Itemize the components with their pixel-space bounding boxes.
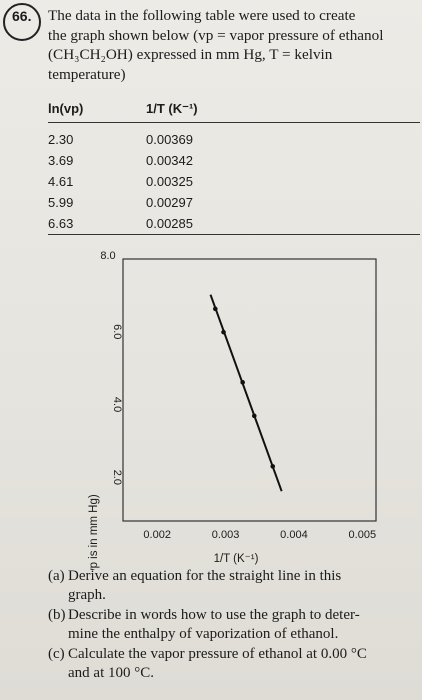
fit-line: [209, 294, 283, 492]
part-line: and at 100 °C.: [68, 665, 154, 681]
intro-line: temperature): [48, 65, 126, 83]
part-line: Calculate the vapor pressure of ethanol …: [68, 646, 367, 662]
question-number: 66.: [12, 8, 32, 24]
y-tick-label: 8.0: [100, 250, 115, 262]
intro-line: the graph shown below (vp = vapor pressu…: [48, 26, 384, 44]
data-point: [221, 329, 226, 335]
table-cell: 0.00342: [146, 153, 193, 168]
table-cell: 4.61: [48, 174, 74, 189]
x-axis-label-text: 1/T (K⁻¹): [214, 553, 259, 565]
y-axis-label: ln vp (where vp is in mm Hg): [88, 494, 100, 570]
part-line: Derive an equation for the straight line…: [68, 568, 342, 584]
vapor-pressure-graph: 8.0 6.0 4.0 2.0 0.002 0.003 0.004 0.005 ln vp (…: [88, 250, 377, 570]
y-tick-label: 2.0: [111, 470, 123, 485]
x-tick-label: 0.005: [349, 529, 377, 541]
intro-line: The data in the following table were use…: [48, 7, 356, 24]
y-tick-label: 6.0: [111, 324, 123, 339]
question-number-circle: [3, 3, 41, 41]
x-tick-label: 0.003: [212, 529, 240, 541]
data-point: [251, 413, 257, 419]
table-header-inverse-t: 1/T (K⁻¹): [146, 101, 198, 116]
part-line: graph.: [68, 587, 106, 603]
question-parts: (a) Derive an equation for the straight …: [48, 567, 420, 684]
table-cell: 0.00325: [146, 174, 193, 189]
table-header-rule: [48, 122, 420, 123]
part-a: (a) Derive an equation for the straight …: [48, 567, 420, 605]
x-axis-label: 1/T (K⁻¹): [214, 553, 259, 565]
table-cell: 0.00285: [146, 216, 193, 231]
table-header-lnvp: ln(vp): [48, 101, 84, 116]
table-bottom-rule: [48, 234, 420, 235]
x-tick-label: 0.002: [143, 529, 171, 541]
part-line: Describe in words how to use the graph t…: [68, 607, 360, 623]
y-tick-label: 4.0: [111, 397, 123, 412]
part-b: (b) Describe in words how to use the gra…: [48, 606, 420, 644]
data-point: [240, 380, 245, 385]
part-label: (a): [48, 568, 65, 584]
data-point: [213, 306, 218, 312]
table-cell: 3.69: [48, 153, 74, 168]
data-point: [270, 464, 276, 469]
table-cell: 0.00369: [146, 132, 193, 147]
part-c: (c) Calculate the vapor pressure of etha…: [48, 645, 420, 683]
part-label: (b): [48, 607, 66, 623]
table-cell: 5.99: [48, 195, 74, 210]
x-tick-label: 0.004: [280, 529, 308, 541]
intro-line: (CH₃CH₂OH) expressed in mm Hg, T = kelvi…: [48, 46, 333, 63]
plot-frame: [122, 258, 377, 522]
part-label: (c): [48, 646, 65, 662]
table-cell: 6.63: [48, 216, 74, 231]
part-line: mine the enthalpy of vaporization of eth…: [68, 626, 339, 642]
table-cell: 0.00297: [146, 195, 193, 210]
question-intro: The data in the following table were use…: [48, 6, 420, 84]
table-cell: 2.30: [48, 132, 74, 147]
